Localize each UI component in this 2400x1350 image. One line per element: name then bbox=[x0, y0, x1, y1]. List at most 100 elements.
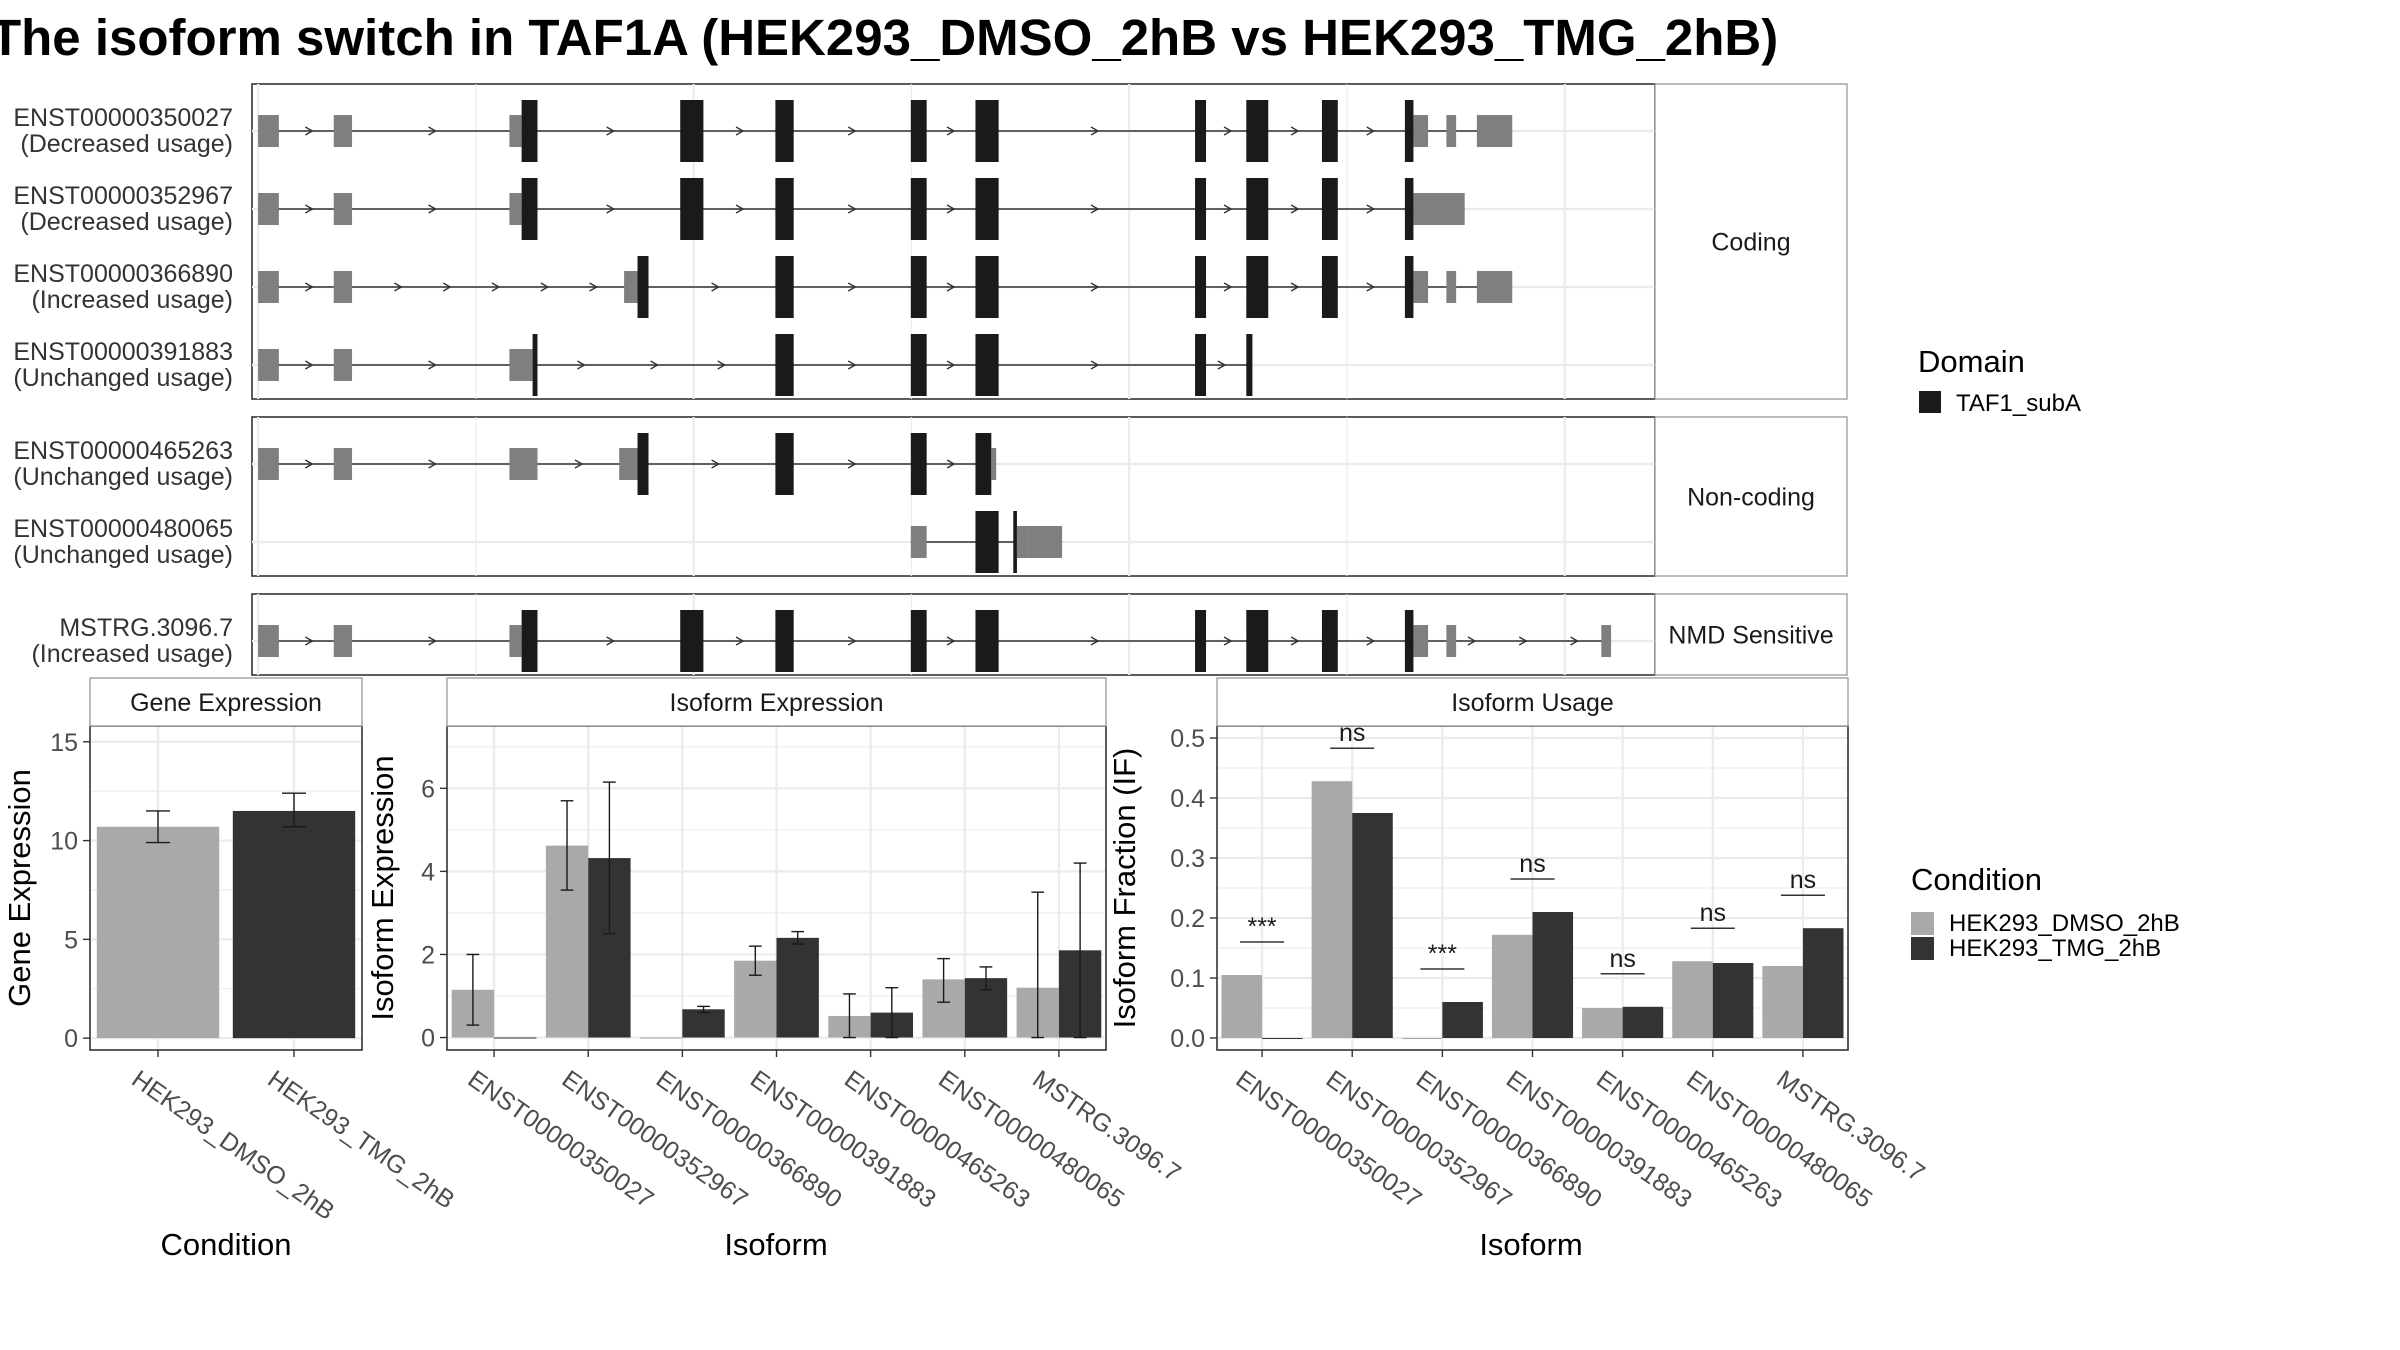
chart-strip bbox=[446, 677, 1107, 727]
significance-label: ns bbox=[1519, 850, 1545, 878]
y-tick-label: 0.2 bbox=[1170, 905, 1205, 933]
bar bbox=[1491, 934, 1533, 1038]
utr-exon bbox=[1413, 625, 1429, 657]
isoform-name-label: ENST00000366890 bbox=[13, 260, 233, 288]
utr-exon bbox=[333, 193, 353, 225]
strand-arrow bbox=[304, 282, 314, 292]
strand-arrow bbox=[735, 204, 745, 214]
cds-exon bbox=[975, 256, 999, 318]
isoform-name-label: MSTRG.3096.7 bbox=[59, 614, 233, 642]
strand-arrow bbox=[394, 282, 403, 292]
isoform-usage-label: (Decreased usage) bbox=[20, 130, 233, 158]
structure-strip bbox=[1654, 83, 1848, 400]
cds-exon bbox=[975, 100, 999, 162]
utr-exon bbox=[333, 448, 353, 480]
cds-exon bbox=[1321, 256, 1338, 318]
structure-strip bbox=[1654, 416, 1848, 577]
isoform-usage-label: (Increased usage) bbox=[31, 640, 233, 668]
strand-arrow bbox=[1366, 204, 1376, 214]
structure-panel-1: ENST00000465263(Unchanged usage)ENST0000… bbox=[13, 416, 1848, 577]
utr-exon bbox=[1027, 526, 1063, 558]
structure-strip bbox=[1654, 593, 1848, 676]
strand-arrow bbox=[491, 282, 501, 292]
strand-arrow bbox=[946, 126, 956, 136]
domain-legend-swatch bbox=[1919, 391, 1941, 413]
strand-arrow bbox=[304, 126, 314, 136]
utr-exon bbox=[509, 193, 522, 225]
isoform-usage-label: (Decreased usage) bbox=[20, 208, 233, 236]
cds-exon bbox=[1404, 100, 1414, 162]
bar bbox=[1352, 813, 1393, 1038]
bar bbox=[1582, 1008, 1623, 1038]
cds-exon bbox=[637, 256, 649, 318]
strand-arrow bbox=[946, 204, 956, 214]
strand-arrow bbox=[1223, 636, 1233, 646]
cds-exon bbox=[975, 610, 999, 672]
cds-exon bbox=[1013, 511, 1017, 573]
strand-arrow bbox=[1090, 126, 1100, 136]
y-tick-label: 0.3 bbox=[1170, 845, 1205, 873]
utr-exon bbox=[1446, 115, 1457, 147]
chart-strip bbox=[1216, 677, 1849, 727]
strand-arrow bbox=[428, 360, 437, 370]
cds-exon bbox=[1404, 610, 1414, 672]
strand-arrow bbox=[304, 204, 314, 214]
utr-exon bbox=[1446, 271, 1457, 303]
strand-arrow bbox=[946, 636, 956, 646]
cds-exon bbox=[521, 610, 538, 672]
cds-exon bbox=[1246, 334, 1253, 396]
cds-exon bbox=[910, 178, 927, 240]
strand-arrow bbox=[847, 360, 857, 370]
cds-exon bbox=[680, 610, 704, 672]
strand-arrow bbox=[1366, 126, 1376, 136]
cds-exon bbox=[910, 334, 927, 396]
bar bbox=[1622, 1006, 1664, 1038]
cds-exon bbox=[1246, 610, 1269, 672]
y-tick-label: 0.0 bbox=[1170, 1025, 1205, 1053]
isoform-usage-label: (Increased usage) bbox=[31, 286, 233, 314]
isoform-name-label: ENST00000391883 bbox=[13, 338, 233, 366]
figure-title: The isoform switch in TAF1A (HEK293_DMSO… bbox=[0, 9, 1779, 66]
x-axis-title: Isoform bbox=[1479, 1227, 1582, 1262]
bar bbox=[776, 937, 819, 1038]
bar bbox=[682, 1009, 725, 1038]
strand-arrow bbox=[1223, 204, 1233, 214]
cds-exon bbox=[775, 334, 794, 396]
strand-arrow bbox=[606, 636, 616, 646]
bar bbox=[1311, 781, 1353, 1038]
strand-arrow bbox=[1518, 636, 1528, 646]
cds-exon bbox=[1246, 256, 1269, 318]
utr-exon bbox=[1413, 271, 1429, 303]
chart-strip bbox=[89, 677, 363, 727]
utr-exon bbox=[258, 115, 279, 147]
cds-exon bbox=[1195, 610, 1207, 672]
utr-exon bbox=[1446, 625, 1457, 657]
strand-arrow bbox=[577, 360, 586, 370]
utr-exon bbox=[619, 448, 638, 480]
strand-arrow bbox=[1290, 126, 1300, 136]
bar bbox=[1442, 1002, 1483, 1038]
strand-arrow bbox=[735, 126, 745, 136]
isoform-usage-label: (Unchanged usage) bbox=[13, 541, 233, 569]
cds-exon bbox=[775, 610, 794, 672]
utr-exon bbox=[1413, 115, 1429, 147]
y-axis-title: Gene Expression bbox=[2, 769, 37, 1007]
y-tick-label: 0 bbox=[421, 1025, 435, 1053]
strand-arrow bbox=[1290, 282, 1300, 292]
strand-arrow bbox=[711, 459, 721, 469]
cds-exon bbox=[775, 433, 794, 495]
condition-legend-swatch bbox=[1911, 912, 1934, 935]
cds-exon bbox=[775, 178, 794, 240]
structure-panel-frame bbox=[251, 416, 1656, 577]
utr-exon bbox=[624, 271, 638, 303]
cds-exon bbox=[975, 178, 999, 240]
strand-arrow bbox=[1090, 360, 1100, 370]
strand-arrow bbox=[428, 636, 437, 646]
cds-exon bbox=[1195, 334, 1207, 396]
cds-exon bbox=[1404, 256, 1414, 318]
chart-panel-title: Isoform Usage bbox=[1451, 689, 1614, 717]
utr-exon bbox=[258, 448, 279, 480]
cds-exon bbox=[1404, 178, 1414, 240]
